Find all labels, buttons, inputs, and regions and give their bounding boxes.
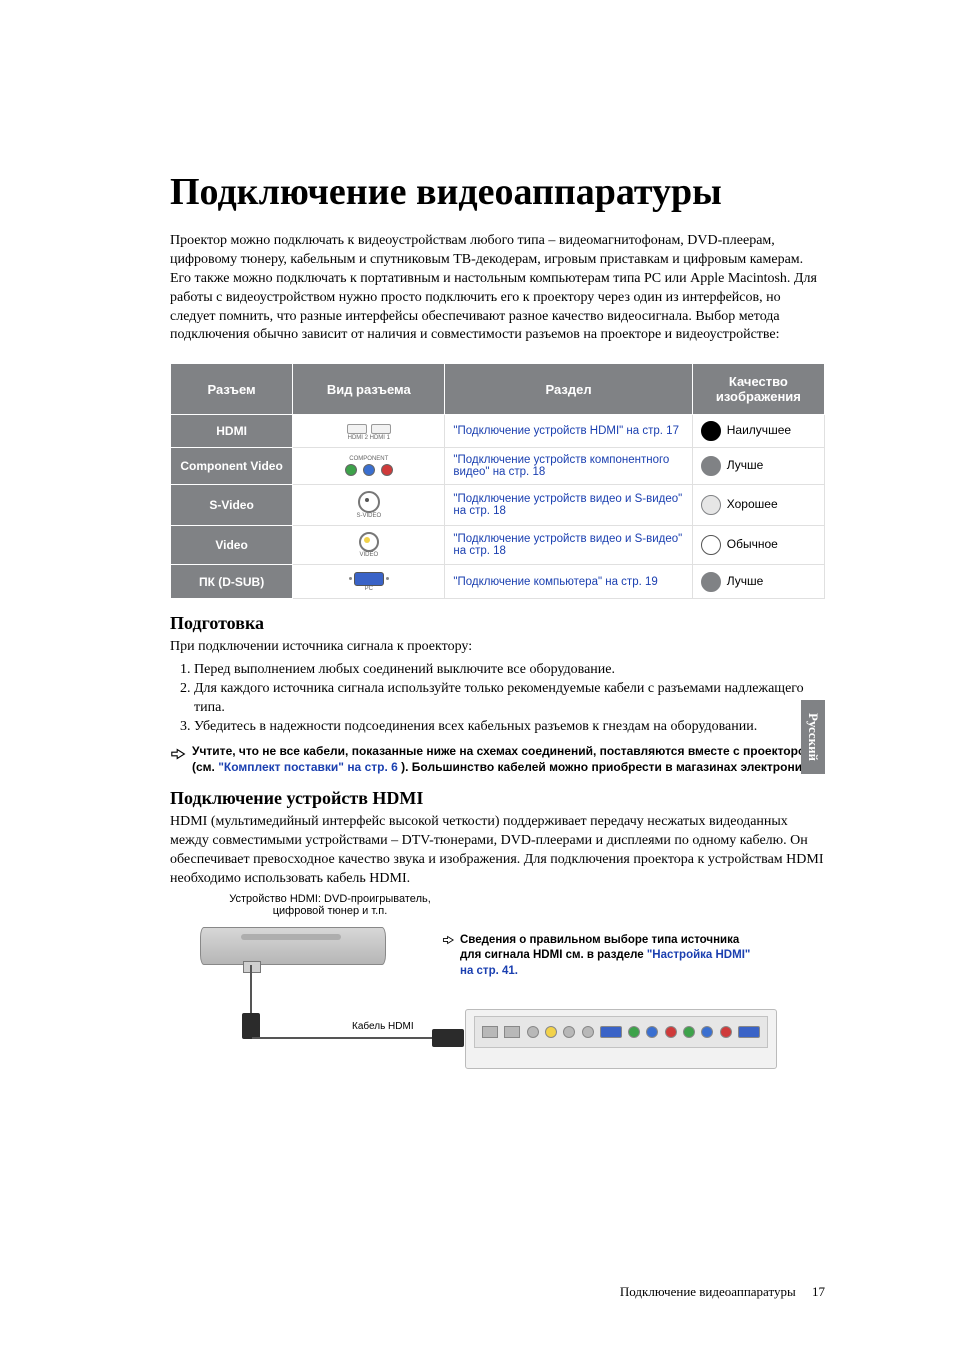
- row-name: ПК (D-SUB): [171, 565, 293, 599]
- dvd-player-graphic: [200, 927, 386, 965]
- th-connector: Разъем: [171, 364, 293, 415]
- row-icon: S-VIDEO: [293, 485, 445, 526]
- hdmi-paragraph: HDMI (мультимедийный интерфейс высокой ч…: [170, 813, 825, 889]
- th-section: Раздел: [445, 364, 692, 415]
- row-icon: PC: [293, 565, 445, 599]
- intro-paragraph: Проектор можно подключать к видеоустройс…: [170, 232, 825, 345]
- list-item: Для каждого источника сигнала используйт…: [194, 680, 825, 718]
- cable-vertical: [250, 965, 252, 1015]
- cable-horizontal: [252, 1037, 432, 1039]
- row-section-link[interactable]: "Подключение устройств HDMI" на стр. 17: [445, 415, 692, 448]
- table-row: Component VideoCOMPONENT"Подключение уст…: [171, 448, 825, 485]
- row-icon: VIDEO: [293, 526, 445, 565]
- hand-point-icon: [442, 933, 456, 947]
- row-quality: Обычное: [692, 526, 824, 565]
- cable-label: Кабель HDMI: [352, 1021, 414, 1032]
- page-footer: Подключение видеоаппаратуры 17: [620, 1284, 825, 1300]
- row-icon: HDMI 2 HDMI 1: [293, 415, 445, 448]
- footer-text: Подключение видеоаппаратуры: [620, 1284, 796, 1299]
- hdmi-plug-right: [432, 1029, 464, 1047]
- table-row: ПК (D-SUB)PC"Подключение компьютера" на …: [171, 565, 825, 599]
- row-name: Component Video: [171, 448, 293, 485]
- language-tab: Русский: [801, 700, 825, 774]
- footer-page: 17: [812, 1284, 825, 1299]
- th-quality: Качество изображения: [692, 364, 824, 415]
- row-section-link[interactable]: "Подключение устройств видео и S-видео" …: [445, 526, 692, 565]
- diagram-note: Сведения о правильном выборе типа источн…: [442, 933, 762, 980]
- page-title: Подключение видеоаппаратуры: [170, 170, 825, 214]
- note1-link[interactable]: "Комплект поставки" на стр. 6: [218, 760, 398, 774]
- row-name: HDMI: [171, 415, 293, 448]
- row-section-link[interactable]: "Подключение компьютера" на стр. 19: [445, 565, 692, 599]
- list-item: Перед выполнением любых соединений выклю…: [194, 661, 825, 680]
- connectors-table: Разъем Вид разъема Раздел Качество изобр…: [170, 363, 825, 599]
- projector-panel-graphic: [465, 1009, 777, 1069]
- row-quality: Лучше: [692, 448, 824, 485]
- row-quality: Лучше: [692, 565, 824, 599]
- note-shipping: Учтите, что не все кабели, показанные ни…: [170, 743, 825, 777]
- hdmi-heading: Подключение устройств HDMI: [170, 788, 825, 809]
- th-type: Вид разъема: [293, 364, 445, 415]
- prep-intro: При подключении источника сигнала к прое…: [170, 638, 825, 657]
- prep-list: Перед выполнением любых соединений выклю…: [170, 661, 825, 737]
- table-row: S-VideoS-VIDEO"Подключение устройств вид…: [171, 485, 825, 526]
- prep-heading: Подготовка: [170, 613, 825, 634]
- hand-point-icon: [170, 745, 188, 763]
- table-row: VideoVIDEO"Подключение устройств видео и…: [171, 526, 825, 565]
- list-item: Убедитесь в надежности подсоединения все…: [194, 718, 825, 737]
- row-section-link[interactable]: "Подключение устройств видео и S-видео" …: [445, 485, 692, 526]
- hdmi-plug-mid: [242, 1013, 260, 1039]
- row-section-link[interactable]: "Подключение устройств компонентного вид…: [445, 448, 692, 485]
- row-icon: COMPONENT: [293, 448, 445, 485]
- table-row: HDMIHDMI 2 HDMI 1"Подключение устройств …: [171, 415, 825, 448]
- note1-b: ). Большинство кабелей можно приобрести …: [401, 760, 819, 774]
- row-name: S-Video: [171, 485, 293, 526]
- row-quality: Хорошее: [692, 485, 824, 526]
- row-name: Video: [171, 526, 293, 565]
- hdmi-plug-top: [243, 961, 261, 973]
- hdmi-diagram: Устройство HDMI: DVD-проигрыватель, цифр…: [170, 893, 825, 1073]
- row-quality: Наилучшее: [692, 415, 824, 448]
- device-label: Устройство HDMI: DVD-проигрыватель, цифр…: [210, 893, 450, 917]
